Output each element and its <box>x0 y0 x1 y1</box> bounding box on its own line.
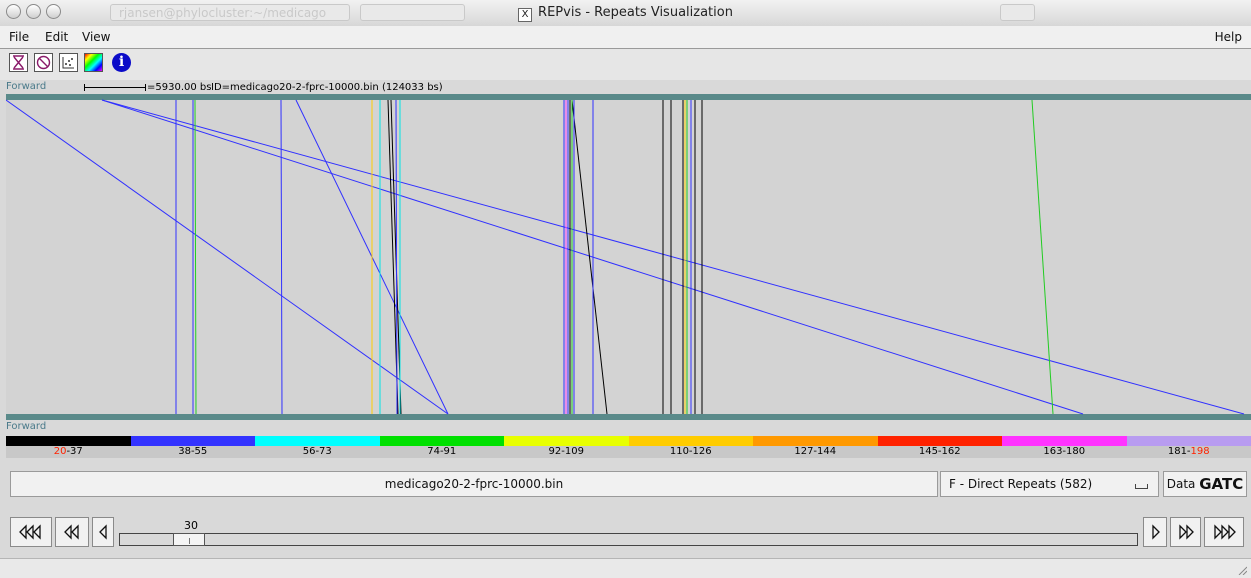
slider-value: 30 <box>184 519 198 532</box>
repeat-lines <box>6 100 1244 414</box>
repeat-line <box>281 100 282 414</box>
status-bar <box>0 558 1251 578</box>
slider-thumb[interactable] <box>173 533 205 546</box>
legend-label: 20-37 <box>6 446 131 458</box>
repeat-line <box>195 100 196 414</box>
legend-label: 163-180 <box>1002 446 1127 458</box>
double-left-arrow-icon <box>60 518 84 546</box>
legend-label: 145-162 <box>878 446 1003 458</box>
repeats-canvas[interactable] <box>6 94 1251 420</box>
thumb-grip <box>189 538 190 544</box>
color-palette-icon[interactable] <box>84 53 103 72</box>
legend-label: 38-55 <box>131 446 256 458</box>
bottom-sequence-track <box>6 414 1251 420</box>
hourglass-x-icon[interactable] <box>9 53 28 72</box>
repeats-plot[interactable] <box>6 94 1251 420</box>
fast-back-button[interactable] <box>55 517 89 547</box>
legend-label: 181-198 <box>1127 446 1251 458</box>
repeat-line <box>102 100 1244 414</box>
legend-label: 92-109 <box>504 446 629 458</box>
scale-label: =5930.00 bs <box>147 82 211 93</box>
legend-item: 181-198 <box>1127 436 1251 458</box>
window-title: X REPvis - Repeats Visualization <box>0 5 1251 22</box>
legend-label: 127-144 <box>753 446 878 458</box>
legend-label: 110-126 <box>629 446 754 458</box>
legend-item: 145-162 <box>878 436 1003 458</box>
legend-label: 56-73 <box>255 446 380 458</box>
menu-bar: File Edit View Help <box>0 26 1251 49</box>
legend-item: 92-109 <box>504 436 629 458</box>
no-entry-icon[interactable] <box>34 53 53 72</box>
dropdown-caret-icon <box>1135 484 1148 489</box>
window-title-text: REPvis - Repeats Visualization <box>538 5 733 20</box>
scale-bar <box>84 87 146 88</box>
scatter-plot-icon[interactable] <box>59 53 78 72</box>
last-button[interactable] <box>1204 517 1244 547</box>
repeat-line <box>572 100 607 414</box>
toolbar <box>0 49 1251 80</box>
repeat-line <box>1032 100 1053 414</box>
menu-help[interactable]: Help <box>1215 30 1242 44</box>
legend-item: 20-37 <box>6 436 131 458</box>
legend-item: 163-180 <box>1002 436 1127 458</box>
repeat-type-value: F - Direct Repeats (582) <box>949 477 1092 491</box>
legend-item: 127-144 <box>753 436 878 458</box>
forward-button[interactable] <box>1143 517 1167 547</box>
gatc-label: GATC <box>1199 475 1243 493</box>
repeat-line <box>6 100 448 414</box>
repeat-type-select[interactable]: F - Direct Repeats (582) <box>940 471 1159 497</box>
sequence-id-label: ID=medicago20-2-fprc-10000.bin (124033 b… <box>211 82 443 93</box>
triple-right-arrow-icon <box>1209 518 1239 546</box>
legend-item: 56-73 <box>255 436 380 458</box>
double-right-arrow-icon <box>1174 518 1198 546</box>
legend-label: 74-91 <box>380 446 505 458</box>
strand-label-bottom: Forward <box>6 421 46 432</box>
right-arrow-icon <box>1146 518 1164 546</box>
x11-icon: X <box>518 8 532 22</box>
menu-file[interactable]: File <box>9 30 29 44</box>
data-button-label: Data <box>1167 477 1196 491</box>
first-button[interactable] <box>10 517 52 547</box>
back-button[interactable] <box>92 517 114 547</box>
resize-grip-icon[interactable] <box>1237 565 1247 575</box>
legend-item: 110-126 <box>629 436 754 458</box>
left-arrow-icon <box>95 518 111 546</box>
legend-item: 74-91 <box>380 436 505 458</box>
menu-edit[interactable]: Edit <box>45 30 68 44</box>
data-gatc-button[interactable]: Data GATC <box>1163 471 1247 497</box>
legend-item: 38-55 <box>131 436 256 458</box>
filename-field[interactable]: medicago20-2-fprc-10000.bin <box>10 471 938 497</box>
strand-label-top: Forward <box>6 81 46 92</box>
fast-forward-button[interactable] <box>1170 517 1201 547</box>
info-icon[interactable]: i <box>112 53 131 72</box>
position-slider[interactable] <box>119 533 1138 546</box>
top-sequence-track <box>6 94 1251 100</box>
triple-left-arrow-icon <box>16 518 46 546</box>
menu-view[interactable]: View <box>82 30 110 44</box>
view-header: Forward =5930.00 bs ID=medicago20-2-fprc… <box>0 81 1251 94</box>
